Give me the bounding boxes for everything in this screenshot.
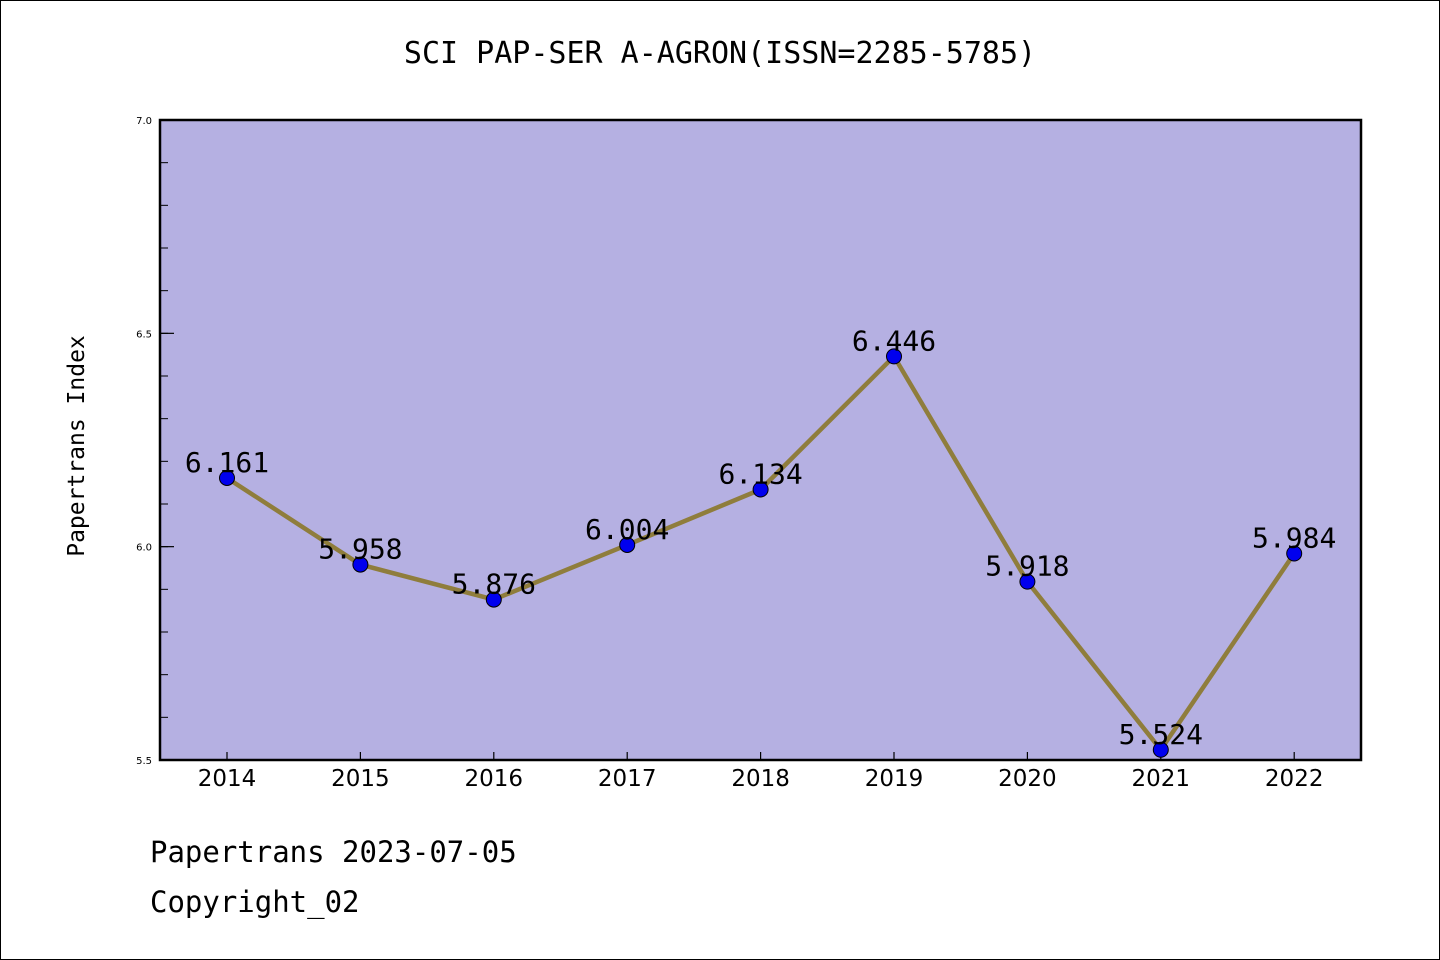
data-label: 6.004 <box>585 513 669 546</box>
footer-date: Papertrans 2023-07-05 <box>150 835 517 869</box>
x-tick-label: 2019 <box>865 766 924 792</box>
data-point <box>1019 573 1036 590</box>
x-tick-label: 2018 <box>731 766 790 792</box>
y-tick-label: 6.0 <box>136 543 152 554</box>
data-point <box>752 481 769 498</box>
data-point <box>485 591 502 608</box>
x-tick-label: 2020 <box>998 766 1057 792</box>
y-tick-label: 7.0 <box>136 116 152 127</box>
data-label: 5.984 <box>1252 521 1336 554</box>
footer-copyright: Copyright_02 <box>150 885 360 919</box>
y-tick-label: 6.5 <box>136 329 152 340</box>
data-point <box>1286 545 1303 562</box>
x-tick-label: 2015 <box>331 766 390 792</box>
data-point <box>619 536 636 553</box>
data-label: 5.876 <box>452 568 536 601</box>
data-label: 5.524 <box>1119 718 1203 751</box>
x-tick-label: 2022 <box>1265 766 1324 792</box>
data-point <box>219 469 235 486</box>
data-label: 5.918 <box>985 550 1069 583</box>
x-tick-label: 2016 <box>465 766 524 792</box>
data-label: 6.446 <box>852 324 936 357</box>
chart-title: SCI PAP-SER A-AGRON(ISSN=2285-5785) <box>403 36 1037 71</box>
data-label: 6.134 <box>718 457 802 490</box>
y-tick-label: 5.5 <box>136 756 152 767</box>
data-point <box>1152 741 1169 758</box>
data-label: 6.161 <box>185 446 269 479</box>
plot-area <box>158 118 1363 762</box>
x-tick-label: 2014 <box>198 766 257 792</box>
data-label: 5.958 <box>318 533 402 566</box>
data-point <box>352 556 369 573</box>
x-tick-label: 2017 <box>598 766 657 792</box>
x-tick-label: 2021 <box>1132 766 1191 792</box>
data-point <box>886 348 902 365</box>
